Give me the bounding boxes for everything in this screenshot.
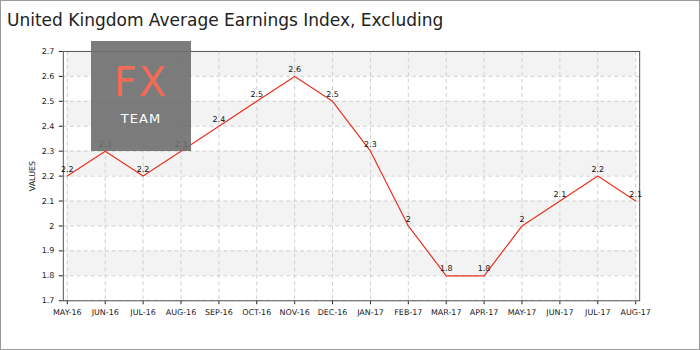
svg-text:SEP-16: SEP-16 (205, 308, 233, 317)
svg-text:2.4: 2.4 (213, 115, 226, 124)
svg-text:AUG-16: AUG-16 (166, 308, 196, 317)
svg-text:JAN-17: JAN-17 (356, 308, 384, 317)
svg-text:2.3: 2.3 (42, 147, 55, 156)
svg-text:2.1: 2.1 (42, 197, 55, 206)
svg-text:AUG-17: AUG-17 (620, 308, 650, 317)
svg-text:1.7: 1.7 (42, 296, 55, 305)
svg-text:2.3: 2.3 (364, 140, 377, 149)
html-text:United Kingdom Average Earning: United Kingdom Average Earnings Index, E… (7, 10, 444, 30)
svg-text:2.6: 2.6 (288, 65, 301, 74)
svg-text:JUN-17: JUN-17 (545, 308, 573, 317)
svg-text:1.8: 1.8 (42, 271, 55, 280)
svg-text:DEC-16: DEC-16 (318, 308, 348, 317)
svg-text:NOV-16: NOV-16 (280, 308, 310, 317)
svg-text:2: 2 (519, 215, 524, 224)
svg-text:MAR-17: MAR-17 (431, 308, 462, 317)
svg-text:2.2: 2.2 (137, 165, 150, 174)
svg-text:2: 2 (49, 222, 54, 231)
svg-text:1.8: 1.8 (440, 264, 453, 273)
svg-text:MAY-16: MAY-16 (53, 308, 82, 317)
html-text:FX: FX (113, 59, 169, 105)
svg-text:1.9: 1.9 (42, 246, 55, 255)
svg-text:OCT-16: OCT-16 (242, 308, 271, 317)
svg-text:2.4: 2.4 (42, 122, 55, 131)
svg-text:FEB-17: FEB-17 (394, 308, 422, 317)
svg-text:2.5: 2.5 (250, 90, 263, 99)
svg-text:2.2: 2.2 (61, 165, 74, 174)
svg-text:2.2: 2.2 (42, 172, 55, 181)
svg-text:2.7: 2.7 (42, 47, 55, 56)
svg-text:1.8: 1.8 (478, 264, 491, 273)
svg-text:2.5: 2.5 (42, 97, 55, 106)
svg-text:2.5: 2.5 (326, 90, 339, 99)
svg-text:2.2: 2.2 (591, 165, 604, 174)
html-text:TEAM: TEAM (120, 111, 162, 126)
svg-text:2: 2 (406, 215, 411, 224)
svg-text:APR-17: APR-17 (470, 308, 499, 317)
svg-text:VALUES: VALUES (28, 161, 37, 191)
svg-text:JUL-16: JUL-16 (129, 308, 156, 317)
svg-text:2.6: 2.6 (42, 72, 55, 81)
svg-text:2.1: 2.1 (554, 190, 567, 199)
svg-text:2.1: 2.1 (629, 190, 642, 199)
svg-text:MAY-17: MAY-17 (508, 308, 537, 317)
svg-text:JUN-16: JUN-16 (91, 308, 119, 317)
svg-text:JUL-17: JUL-17 (584, 308, 611, 317)
